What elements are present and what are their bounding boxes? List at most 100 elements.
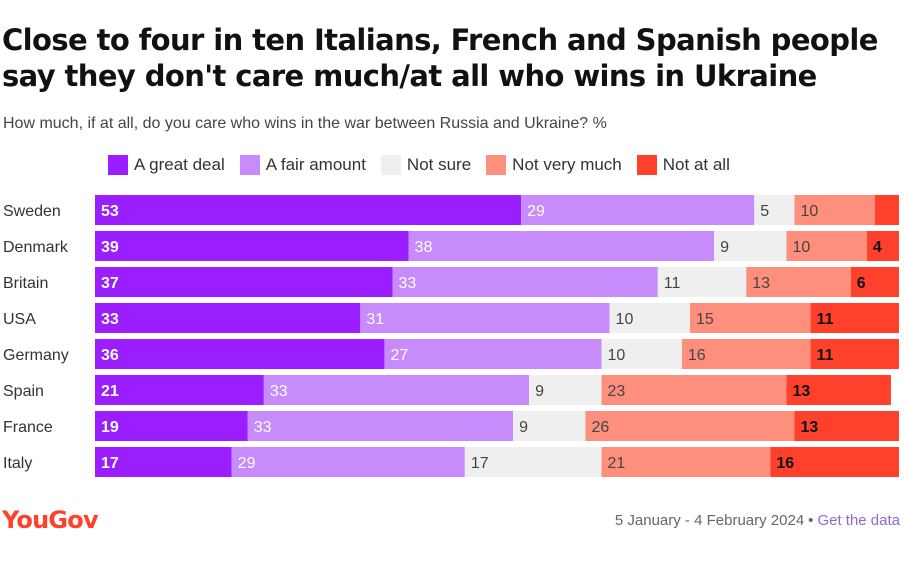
value-label-usa-a-fair-amount: 31 (366, 311, 384, 328)
value-label-britain-a-great-deal: 37 (101, 275, 119, 292)
category-label-germany: Germany (3, 347, 69, 364)
bar-spain-a-great-deal (95, 375, 264, 405)
bar-usa-not-sure (609, 303, 690, 333)
value-label-usa-not-very-much: 15 (696, 311, 714, 328)
legend-label: Not sure (406, 155, 472, 174)
legend-label: A fair amount (265, 155, 366, 174)
value-label-britain-not-very-much: 13 (752, 275, 770, 292)
legend-label: Not very much (512, 155, 622, 174)
bar-italy-not-very-much (601, 447, 771, 477)
bar-denmark-not-sure (714, 231, 787, 261)
bar-usa-not-at-all (810, 303, 899, 333)
bar-spain-a-fair-amount (263, 375, 530, 405)
bar-denmark-not-at-all (866, 231, 899, 261)
bar-italy-not-sure (464, 447, 602, 477)
bar-usa-a-great-deal (95, 303, 361, 333)
bar-spain-not-sure (529, 375, 602, 405)
bar-france-not-at-all (794, 411, 899, 441)
bar-germany-not-sure (601, 339, 682, 369)
value-label-spain-not-at-all: 13 (792, 383, 810, 400)
category-label-britain: Britain (3, 275, 48, 292)
value-label-italy-not-sure: 17 (471, 455, 489, 472)
bar-denmark-a-fair-amount (408, 231, 715, 261)
legend-label: Not at all (662, 155, 730, 174)
value-label-denmark-a-great-deal: 39 (101, 239, 119, 256)
category-label-spain: Spain (3, 383, 44, 400)
bar-sweden-not-very-much (794, 195, 875, 225)
value-label-france-not-sure: 9 (519, 419, 528, 436)
bar-italy-a-fair-amount (231, 447, 465, 477)
legend-swatch (380, 155, 401, 175)
legend-swatch (108, 155, 128, 175)
legend-item-not-at-all: Not at all (636, 155, 730, 175)
legend: A great deal A fair amount Not sure Not … (108, 155, 745, 175)
bar-britain-not-sure (657, 267, 747, 297)
bar-germany-a-fair-amount (384, 339, 602, 369)
value-label-spain-not-very-much: 23 (608, 383, 626, 400)
value-label-sweden-not-very-much: 10 (800, 203, 818, 220)
bar-france-not-sure (513, 411, 586, 441)
bar-britain-not-at-all (850, 267, 899, 297)
category-label-italy: Italy (3, 455, 32, 472)
bar-britain-a-fair-amount (392, 267, 658, 297)
bar-sweden-not-at-all (874, 195, 899, 225)
value-label-denmark-not-at-all: 4 (873, 239, 882, 256)
fieldwork-dates: 5 January - 4 February 2024 (614, 512, 805, 529)
value-label-germany-a-great-deal: 36 (101, 347, 119, 364)
legend-swatch (486, 155, 507, 175)
legend-swatch (636, 155, 657, 175)
value-label-france-not-very-much: 26 (591, 419, 609, 436)
value-label-britain-a-fair-amount: 33 (398, 275, 416, 292)
bar-france-not-very-much (585, 411, 795, 441)
bar-britain-not-very-much (746, 267, 851, 297)
value-label-usa-a-great-deal: 33 (101, 311, 119, 328)
legend-swatch (239, 155, 260, 175)
value-label-spain-not-sure: 9 (535, 383, 544, 400)
value-label-france-a-great-deal: 19 (101, 419, 119, 436)
value-label-germany-not-very-much: 16 (688, 347, 706, 364)
bar-britain-a-great-deal (95, 267, 393, 297)
category-label-france: France (3, 419, 53, 436)
bar-spain-not-very-much (601, 375, 787, 405)
bar-germany-a-great-deal (95, 339, 385, 369)
value-label-sweden-a-fair-amount: 29 (527, 203, 545, 220)
bar-germany-not-at-all (810, 339, 899, 369)
bar-usa-a-fair-amount (360, 303, 610, 333)
value-label-france-not-at-all: 13 (800, 419, 818, 436)
category-label-usa: USA (3, 311, 36, 328)
value-label-britain-not-at-all: 6 (857, 275, 866, 292)
bar-sweden-a-fair-amount (521, 195, 755, 225)
chart-title: Close to four in ten Italians, French an… (2, 23, 878, 93)
legend-item-great-deal: A great deal (108, 155, 225, 175)
bar-sweden-a-great-deal (95, 195, 522, 225)
legend-item-not-sure: Not sure (380, 155, 472, 175)
footer-info: 5 January - 4 February 2024 • Get the data (615, 512, 900, 529)
bar-usa-not-very-much (689, 303, 811, 333)
bar-france-a-fair-amount (247, 411, 514, 441)
get-the-data-link[interactable]: Get the data (817, 512, 900, 529)
value-label-sweden-not-sure: 5 (760, 203, 769, 220)
value-label-germany-not-sure: 10 (608, 347, 626, 364)
bar-denmark-not-very-much (786, 231, 867, 261)
value-label-denmark-a-fair-amount: 38 (415, 239, 433, 256)
value-label-usa-not-sure: 10 (616, 311, 634, 328)
bar-france-a-great-deal (95, 411, 248, 441)
bar-denmark-a-great-deal (95, 231, 409, 261)
value-label-usa-not-at-all: 11 (817, 311, 834, 328)
value-label-denmark-not-sure: 9 (720, 239, 729, 256)
value-label-denmark-not-very-much: 10 (792, 239, 810, 256)
value-label-france-a-fair-amount: 33 (254, 419, 272, 436)
legend-label: A great deal (134, 155, 225, 174)
yougov-logo: YouGov (2, 506, 99, 534)
legend-item-fair-amount: A fair amount (239, 155, 366, 175)
footer-separator: • (808, 512, 814, 529)
bar-italy-a-great-deal (95, 447, 232, 477)
chart-subtitle: How much, if at all, do you care who win… (3, 115, 607, 132)
value-label-italy-a-fair-amount: 29 (238, 455, 256, 472)
value-label-spain-a-fair-amount: 33 (270, 383, 288, 400)
value-label-sweden-a-great-deal: 53 (101, 203, 119, 220)
category-label-denmark: Denmark (3, 239, 69, 256)
bar-sweden-not-sure (754, 195, 795, 225)
category-label-sweden: Sweden (3, 203, 61, 220)
value-label-italy-a-great-deal: 17 (101, 455, 119, 472)
